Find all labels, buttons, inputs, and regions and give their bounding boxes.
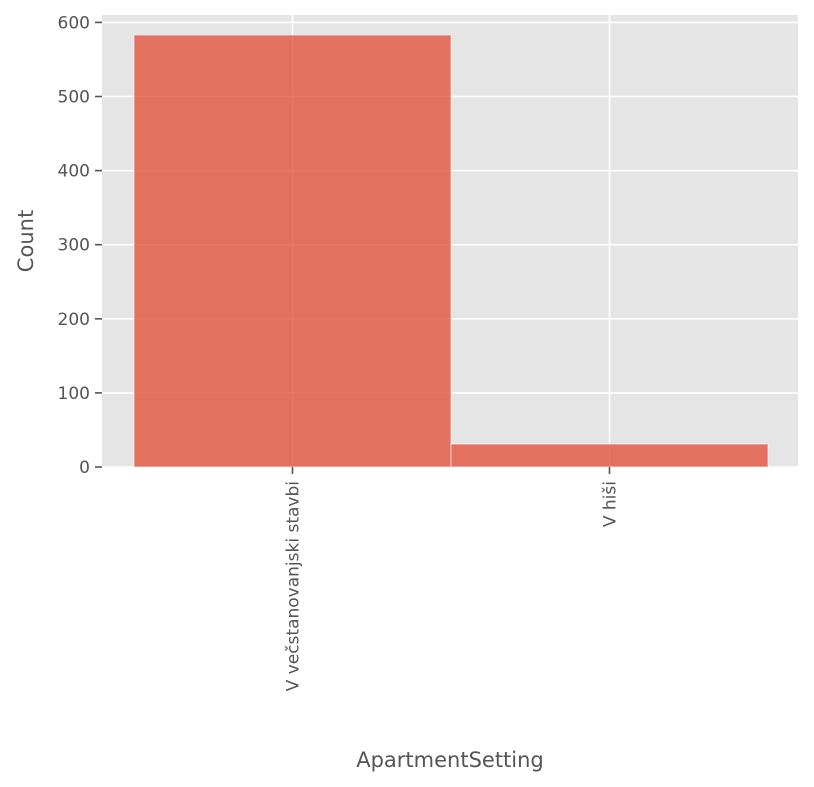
bar-0 (133, 34, 452, 468)
x-axis-title: ApartmentSetting (356, 748, 544, 772)
x-tick-label: V večstanovanjski stavbi (284, 481, 304, 691)
y-tick-label: 500 (58, 88, 90, 108)
x-tick-label: V hiši (601, 481, 621, 527)
y-tick-label: 0 (79, 458, 90, 478)
bars (133, 34, 769, 468)
y-tick-label: 100 (58, 384, 90, 404)
bar-1 (450, 443, 769, 468)
y-tick-label: 600 (58, 13, 90, 33)
y-axis-title: Count (14, 210, 38, 272)
y-axis: 0 100 200 300 400 500 600 (58, 13, 102, 478)
x-axis: V večstanovanjski stavbi V hiši (284, 467, 621, 691)
y-tick-label: 300 (58, 236, 90, 256)
y-tick-label: 200 (58, 310, 90, 330)
y-tick-label: 400 (58, 162, 90, 182)
